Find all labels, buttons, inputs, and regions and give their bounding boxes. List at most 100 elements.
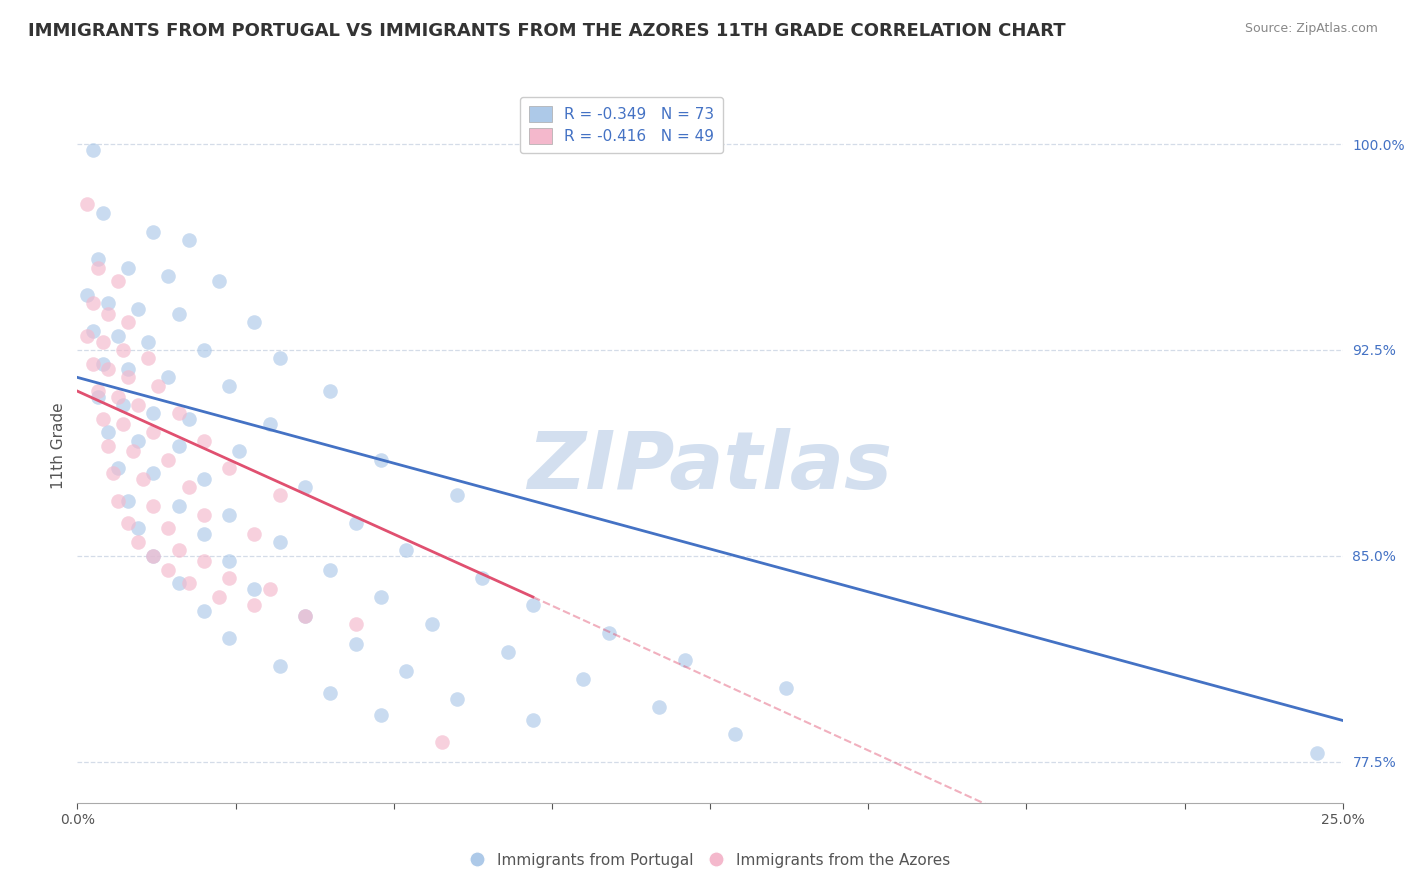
Point xyxy=(142,425,165,440)
Legend: Immigrants from Portugal, Immigrants from the Azores: Immigrants from Portugal, Immigrants fro… xyxy=(464,847,956,873)
Point xyxy=(157,370,180,384)
Point xyxy=(157,521,180,535)
Point xyxy=(259,417,281,431)
Point xyxy=(259,582,281,596)
Point xyxy=(177,411,200,425)
Point xyxy=(430,735,453,749)
Point xyxy=(370,452,392,467)
Point xyxy=(395,664,418,678)
Point xyxy=(167,576,190,591)
Point xyxy=(91,411,114,425)
Point xyxy=(97,439,120,453)
Point xyxy=(142,406,165,420)
Point xyxy=(598,625,620,640)
Point xyxy=(107,461,129,475)
Point xyxy=(117,494,139,508)
Point xyxy=(142,500,165,514)
Point xyxy=(319,562,342,576)
Point xyxy=(167,307,190,321)
Point xyxy=(117,516,139,530)
Point xyxy=(86,252,108,267)
Point xyxy=(91,334,114,349)
Point xyxy=(97,307,120,321)
Point xyxy=(344,617,367,632)
Point xyxy=(522,714,544,728)
Point xyxy=(193,434,215,448)
Point xyxy=(91,205,114,219)
Point xyxy=(370,708,392,723)
Point xyxy=(117,362,139,376)
Point xyxy=(167,500,190,514)
Point xyxy=(243,526,266,541)
Point xyxy=(243,598,266,612)
Point xyxy=(142,225,165,239)
Point xyxy=(673,653,696,667)
Y-axis label: 11th Grade: 11th Grade xyxy=(51,402,66,490)
Text: Source: ZipAtlas.com: Source: ZipAtlas.com xyxy=(1244,22,1378,36)
Point xyxy=(142,549,165,563)
Point xyxy=(193,554,215,568)
Point xyxy=(167,439,190,453)
Point xyxy=(177,576,200,591)
Point xyxy=(157,562,180,576)
Point xyxy=(142,549,165,563)
Point xyxy=(86,384,108,398)
Point xyxy=(395,543,418,558)
Point xyxy=(76,329,98,343)
Point xyxy=(157,268,180,283)
Point xyxy=(208,274,231,288)
Point xyxy=(193,472,215,486)
Point xyxy=(127,434,149,448)
Point xyxy=(218,461,240,475)
Point xyxy=(294,480,316,494)
Point xyxy=(218,378,240,392)
Point xyxy=(269,351,291,366)
Point xyxy=(319,384,342,398)
Point xyxy=(218,554,240,568)
Point xyxy=(218,571,240,585)
Point xyxy=(101,467,124,481)
Point xyxy=(132,472,155,486)
Point xyxy=(193,526,215,541)
Point xyxy=(269,488,291,502)
Text: IMMIGRANTS FROM PORTUGAL VS IMMIGRANTS FROM THE AZORES 11TH GRADE CORRELATION CH: IMMIGRANTS FROM PORTUGAL VS IMMIGRANTS F… xyxy=(28,22,1066,40)
Point xyxy=(82,143,104,157)
Point xyxy=(97,362,120,376)
Point xyxy=(177,480,200,494)
Point xyxy=(269,535,291,549)
Point xyxy=(370,590,392,604)
Point xyxy=(218,508,240,522)
Point xyxy=(117,260,139,275)
Point xyxy=(167,406,190,420)
Point xyxy=(127,301,149,316)
Point xyxy=(117,316,139,330)
Point xyxy=(157,452,180,467)
Point xyxy=(1306,747,1329,761)
Point xyxy=(420,617,443,632)
Point xyxy=(218,631,240,645)
Point xyxy=(193,343,215,357)
Point xyxy=(148,378,170,392)
Point xyxy=(97,425,120,440)
Point xyxy=(243,582,266,596)
Point xyxy=(648,699,671,714)
Point xyxy=(107,390,129,404)
Point xyxy=(111,398,134,412)
Point xyxy=(107,329,129,343)
Point xyxy=(294,609,316,624)
Point xyxy=(86,390,108,404)
Point xyxy=(496,645,519,659)
Point xyxy=(76,197,98,211)
Point xyxy=(446,691,468,706)
Point xyxy=(91,357,114,371)
Point xyxy=(167,543,190,558)
Point xyxy=(243,316,266,330)
Point xyxy=(76,288,98,302)
Point xyxy=(107,494,129,508)
Point xyxy=(269,658,291,673)
Point xyxy=(142,467,165,481)
Point xyxy=(122,444,145,458)
Point xyxy=(127,398,149,412)
Text: ZIPatlas: ZIPatlas xyxy=(527,428,893,507)
Point xyxy=(111,417,134,431)
